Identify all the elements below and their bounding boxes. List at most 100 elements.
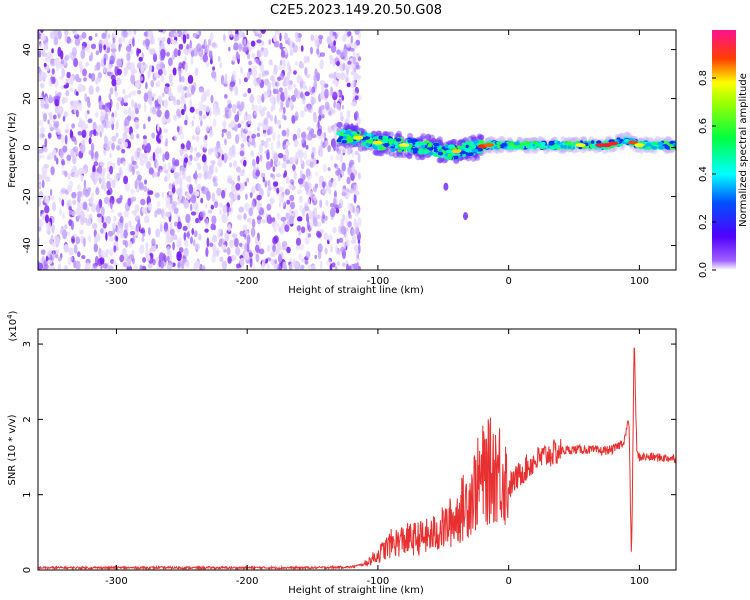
noise-speckle xyxy=(307,190,313,197)
noise-speckle xyxy=(107,33,111,39)
noise-speckle xyxy=(74,37,81,47)
spectrogram-xlabel: Height of straight line (km) xyxy=(288,285,424,296)
noise-speckles xyxy=(38,30,363,270)
noise-speckle xyxy=(243,213,247,220)
noise-speckle xyxy=(310,221,314,229)
noise-speckle xyxy=(131,110,136,121)
noise-speckle xyxy=(43,259,48,267)
noise-speckle xyxy=(328,188,332,195)
noise-speckle xyxy=(135,170,141,176)
noise-speckle xyxy=(195,152,201,158)
noise-speckle xyxy=(104,119,110,129)
noise-speckle xyxy=(40,126,46,134)
noise-speckle xyxy=(182,170,186,180)
noise-speckle xyxy=(260,139,265,146)
noise-speckle xyxy=(311,96,317,104)
noise-speckle xyxy=(289,208,292,214)
noise-speckle xyxy=(340,246,346,253)
noise-speckle xyxy=(316,48,320,55)
noise-speckle xyxy=(53,58,60,67)
noise-speckle xyxy=(255,169,261,177)
noise-speckle xyxy=(289,215,294,225)
noise-speckle xyxy=(49,237,54,245)
noise-speckle xyxy=(179,176,182,186)
noise-speckle xyxy=(341,144,347,154)
noise-speckle xyxy=(286,199,291,205)
snr-marks xyxy=(38,347,676,570)
noise-speckle xyxy=(225,131,231,136)
noise-speckle xyxy=(332,178,337,189)
noise-speckle xyxy=(185,232,190,238)
noise-speckle xyxy=(174,221,178,227)
noise-speckle xyxy=(191,135,196,141)
noise-speckle xyxy=(310,133,317,139)
noise-speckle xyxy=(151,238,156,247)
noise-speckle xyxy=(118,225,124,234)
noise-speckle xyxy=(180,131,184,141)
noise-speckle xyxy=(57,46,62,57)
noise-speckle xyxy=(272,88,277,95)
noise-speckle xyxy=(74,33,80,40)
noise-speckle xyxy=(167,162,171,171)
noise-speckle xyxy=(38,264,41,270)
noise-speckle xyxy=(298,253,303,260)
noise-speckle xyxy=(98,43,103,54)
noise-speckle xyxy=(116,145,121,151)
noise-speckle xyxy=(105,232,108,241)
noise-speckle xyxy=(61,160,66,166)
noise-speckle xyxy=(116,58,122,68)
track-core xyxy=(394,145,399,149)
noise-speckle xyxy=(238,78,242,85)
noise-speckle xyxy=(189,39,192,49)
noise-speckle xyxy=(242,93,248,98)
noise-speckle xyxy=(95,85,100,93)
noise-speckle xyxy=(42,72,48,80)
noise-speckle xyxy=(72,155,77,165)
noise-speckle xyxy=(237,53,240,60)
noise-speckle xyxy=(282,57,285,67)
y-tick-label: 0 xyxy=(22,567,33,573)
noise-speckle xyxy=(244,122,248,132)
track-halo xyxy=(593,147,600,154)
noise-speckle xyxy=(266,264,270,269)
noise-speckle xyxy=(132,257,135,265)
noise-speckle xyxy=(333,40,336,46)
noise-speckle xyxy=(306,182,312,187)
x-tick-label: -200 xyxy=(236,276,259,287)
noise-speckle xyxy=(147,116,151,122)
track-hotspot xyxy=(634,143,645,148)
noise-speckle xyxy=(357,153,361,163)
noise-speckle xyxy=(253,104,259,112)
noise-speckle xyxy=(285,152,289,161)
noise-speckle xyxy=(186,43,190,50)
noise-speckle xyxy=(170,165,176,171)
noise-speckle xyxy=(277,76,282,82)
noise-speckle xyxy=(116,157,121,167)
track-halo xyxy=(665,136,672,142)
noise-speckle xyxy=(321,181,326,188)
x-tick-label: 100 xyxy=(630,576,649,587)
noise-speckle xyxy=(64,111,70,116)
noise-speckle xyxy=(202,53,208,63)
noise-speckle xyxy=(62,229,68,240)
noise-speckle xyxy=(40,249,46,256)
noise-speckle xyxy=(93,129,97,137)
noise-speckle xyxy=(58,197,62,202)
noise-speckle xyxy=(224,138,227,146)
noise-speckle xyxy=(247,71,251,80)
noise-speckle xyxy=(103,182,107,192)
noise-speckle xyxy=(347,145,351,156)
noise-speckle xyxy=(230,193,234,203)
noise-speckle xyxy=(330,86,333,94)
noise-speckle xyxy=(350,240,357,244)
noise-speckle xyxy=(177,221,182,230)
track-halo xyxy=(376,150,383,157)
noise-speckle xyxy=(189,99,192,109)
noise-speckle xyxy=(232,103,237,114)
noise-speckle xyxy=(296,267,302,270)
noise-speckle xyxy=(228,207,232,212)
noise-speckle xyxy=(173,171,179,179)
noise-speckle xyxy=(170,96,176,101)
noise-speckle xyxy=(315,214,321,220)
noise-speckle xyxy=(121,248,127,256)
